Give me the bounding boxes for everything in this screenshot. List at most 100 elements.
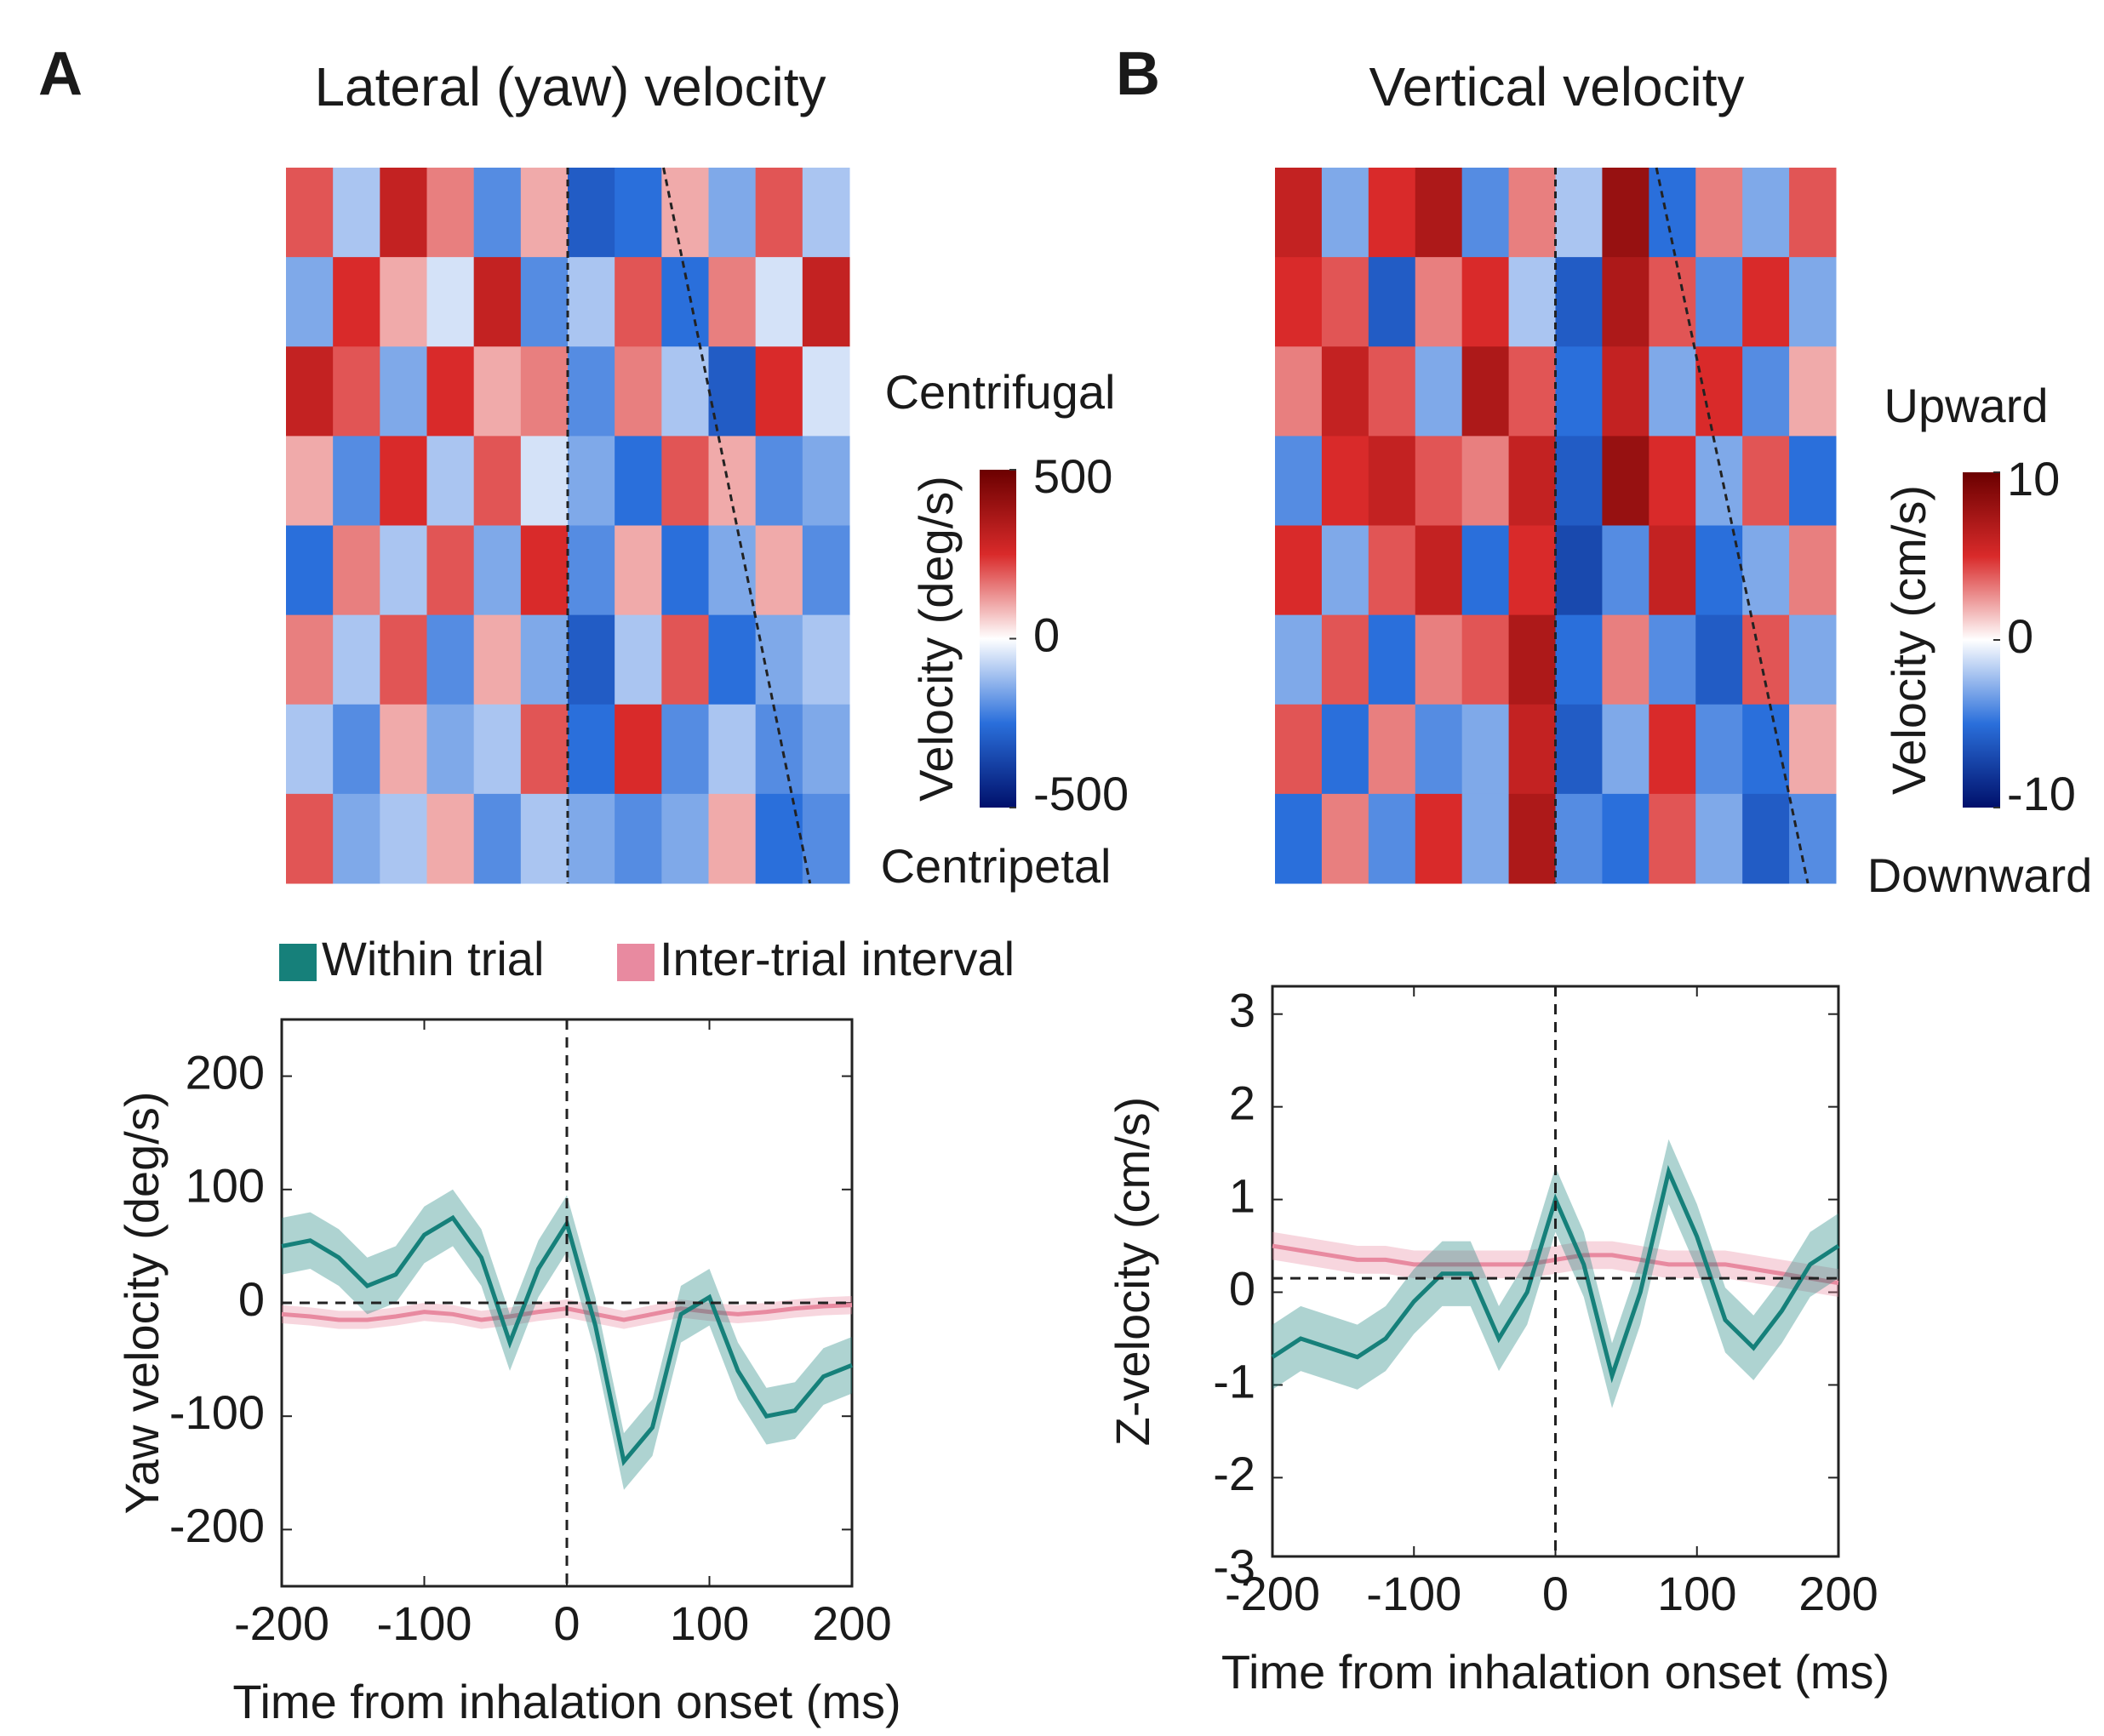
heatmap-cell [1508,525,1556,616]
heatmap-cell [1461,436,1510,526]
heatmap-cell [661,257,709,347]
heatmap-cell [1555,346,1603,437]
heatmap-cell [426,346,475,437]
colorbar-tick-label: 0 [2007,609,2033,663]
heatmap-cell [1555,168,1603,258]
heatmap-cell [1275,793,1323,884]
colorbar-tick-label: 500 [1033,449,1112,503]
y-axis-label: Yaw velocity (deg/s) [115,1092,169,1515]
heatmap-cell [568,793,615,884]
y-tick-label: 2 [1229,1076,1255,1129]
y-tick-label: -1 [1213,1354,1255,1408]
heatmap-cell [1275,704,1323,795]
heatmap-cell [1275,614,1323,705]
heatmap-cell [1321,168,1369,258]
heatmap-cell [1742,168,1790,258]
heatmap-cell [802,614,850,705]
heatmap-cell [1695,704,1743,795]
heatmap-cell [1649,346,1696,437]
heatmap-cell [380,436,427,526]
heatmap-cell [708,793,757,884]
heatmap-cell [755,793,803,884]
heatmap-cell [615,257,662,347]
heatmap-cell [1368,168,1416,258]
heatmap-cell [1461,614,1510,705]
heatmap-cell [1368,525,1416,616]
heatmap-cell [1602,436,1649,526]
heatmap-cell [426,168,475,258]
heatmap-cell [1368,614,1416,705]
heatmap-cell [1275,257,1323,347]
legend-label: Within trial [322,932,544,985]
heatmap-cell [473,704,522,795]
heatmap-cell [286,346,334,437]
heatmap-cell [661,704,709,795]
heatmap-cell [426,525,475,616]
heatmap-cell [333,436,380,526]
heatmap-cell [802,436,850,526]
heatmap-cell [661,614,709,705]
heatmap-cell [615,614,662,705]
heatmap-cell [1789,257,1837,347]
heatmap-cell [708,436,757,526]
heatmap-cell [708,704,757,795]
x-tick-label: 100 [1657,1567,1736,1620]
heatmap-cell [1742,704,1790,795]
legend-swatch [279,944,317,981]
y-tick-label: 1 [1229,1168,1255,1222]
heatmap-cell [1275,436,1323,526]
y-tick-label: -200 [169,1499,265,1552]
heatmap-cell [1695,168,1743,258]
panel-letter: B [1116,40,1160,108]
colorbar-tick-label: -500 [1033,767,1129,820]
colorbar-bottom-label: Downward [1867,848,2093,902]
colorbar-tick-label: -10 [2007,767,2076,820]
heatmap-cell [473,436,522,526]
heatmap-cell [333,793,380,884]
heatmap-cell [1695,436,1743,526]
y-axis-label: Z-velocity (cm/s) [1106,1097,1159,1447]
heatmap-cell [380,614,427,705]
y-tick-label: 3 [1229,983,1255,1036]
heatmap-cell [473,614,522,705]
y-tick-label: 200 [186,1045,265,1099]
heatmap-cell [520,346,569,437]
heatmap-cell [755,346,803,437]
heatmap-cell [755,525,803,616]
heatmap-cell [1602,525,1649,616]
heatmap-cell [1508,436,1556,526]
heatmap-cell [802,704,850,795]
heatmap-cell [615,346,662,437]
heatmap-cell [1789,168,1837,258]
heatmap-cell [755,168,803,258]
heatmap-cell [1415,346,1463,437]
heatmap-cell [661,436,709,526]
heatmap-cell [708,346,757,437]
heatmap-cell [568,257,615,347]
heatmap-cell [1415,168,1463,258]
heatmap-cell [661,346,709,437]
heatmap-cell [1461,257,1510,347]
heatmap-cell [1321,436,1369,526]
heatmap-cell [661,793,709,884]
heatmap-cell [1602,704,1649,795]
heatmap-cell [1555,614,1603,705]
heatmap-cell [1789,704,1837,795]
heatmap-cell [802,257,850,347]
heatmap-cell [1555,257,1603,347]
heatmap-cell [380,525,427,616]
heatmap-cell [1508,168,1556,258]
y-tick-label: 100 [186,1159,265,1213]
heatmap-cell [333,168,380,258]
heatmap-cell [615,436,662,526]
heatmap-cell [1649,614,1696,705]
heatmap-cell [426,704,475,795]
heatmap-cell [708,525,757,616]
heatmap-cell [568,525,615,616]
heatmap-cell [1508,346,1556,437]
heatmap-cell [1508,704,1556,795]
heatmap-cell [1415,704,1463,795]
heatmap-cell [1695,525,1743,616]
heatmap-cell [1461,168,1510,258]
x-tick-label: -100 [1366,1567,1461,1620]
